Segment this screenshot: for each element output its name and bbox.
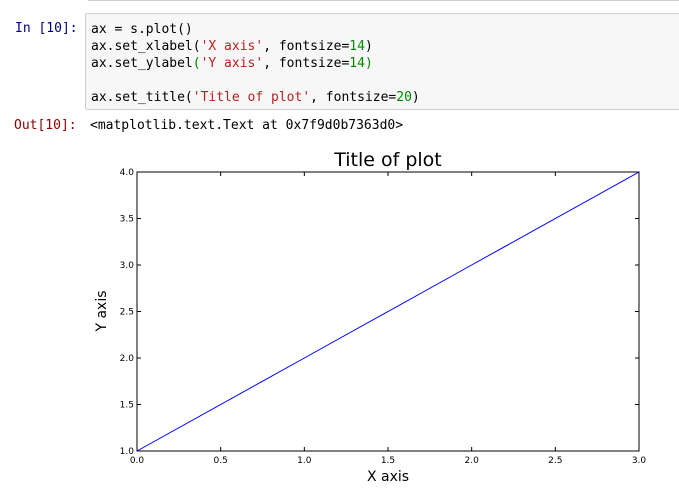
output-text: <matplotlib.text.Text at 0x7f9d0b7363d0> xyxy=(90,118,404,133)
code-token: ) xyxy=(364,39,373,54)
y-tick-label: 1.0 xyxy=(120,447,135,457)
y-axis-label: Y axis xyxy=(94,290,110,332)
code-token: ) xyxy=(411,90,420,105)
code-line-1: ax = s.plot() xyxy=(91,21,193,38)
output-prompt: Out[10]: xyxy=(14,118,77,133)
code-bracket-highlight: ) xyxy=(364,56,373,71)
x-tick-label: 3.0 xyxy=(632,456,647,466)
series-line xyxy=(136,171,640,452)
x-tick-label: 0.0 xyxy=(130,456,145,466)
code-token: , fontsize= xyxy=(263,56,350,71)
code-cell-editor[interactable]: ax = s.plot() ax.set_xlabel('X axis', fo… xyxy=(85,13,679,110)
x-tick-label: 1.5 xyxy=(381,456,395,466)
code-string-token: 'Title of plot' xyxy=(192,90,311,105)
code-token: ax.set_ylabel xyxy=(91,56,193,71)
code-token: ax.set_xlabel( xyxy=(91,39,201,54)
y-tick-label: 2.5 xyxy=(120,308,134,318)
series-lines xyxy=(136,171,640,452)
tick-marks: 0.0 0.5 1.0 1.5 2.0 2.5 3.0 1.0 1.5 2.0 2.5 3.0 3.5 4… xyxy=(120,168,647,466)
y-tick-label: 3.0 xyxy=(120,261,135,271)
x-tick-label: 2.5 xyxy=(548,456,562,466)
code-token: ax.set_title( xyxy=(91,90,193,105)
code-line-3: ax.set_ylabel('Y axis', fontsize=14) xyxy=(91,55,373,72)
code-string-token: 'X axis' xyxy=(200,39,264,54)
code-line-4: ax.set_title('Title of plot', fontsize=2… xyxy=(91,89,420,106)
code-token: ax = s.plot() xyxy=(91,22,193,37)
code-string-token: 'Y axis' xyxy=(200,56,264,71)
x-tick-label: 0.5 xyxy=(214,456,228,466)
y-tick-label: 1.5 xyxy=(120,401,134,411)
y-tick-label: 4.0 xyxy=(120,168,135,178)
code-bracket-highlight: ( xyxy=(192,56,201,71)
code-line-2: ax.set_xlabel('X axis', fontsize=14) xyxy=(91,38,373,55)
x-axis-label: X axis xyxy=(367,469,409,485)
code-number-token: 14 xyxy=(349,56,365,71)
previous-cell-border xyxy=(88,0,679,1)
chart-title: Title of plot xyxy=(333,149,442,171)
code-number-token: 20 xyxy=(396,90,412,105)
x-tick-label: 1.0 xyxy=(297,456,312,466)
code-token: , fontsize= xyxy=(310,90,397,105)
code-number-token: 14 xyxy=(349,39,365,54)
x-tick-label: 2.0 xyxy=(465,456,480,466)
input-prompt: In [10]: xyxy=(15,21,78,36)
y-tick-label: 2.0 xyxy=(120,354,135,364)
code-token: , fontsize= xyxy=(263,39,350,54)
y-tick-label: 3.5 xyxy=(120,215,134,225)
